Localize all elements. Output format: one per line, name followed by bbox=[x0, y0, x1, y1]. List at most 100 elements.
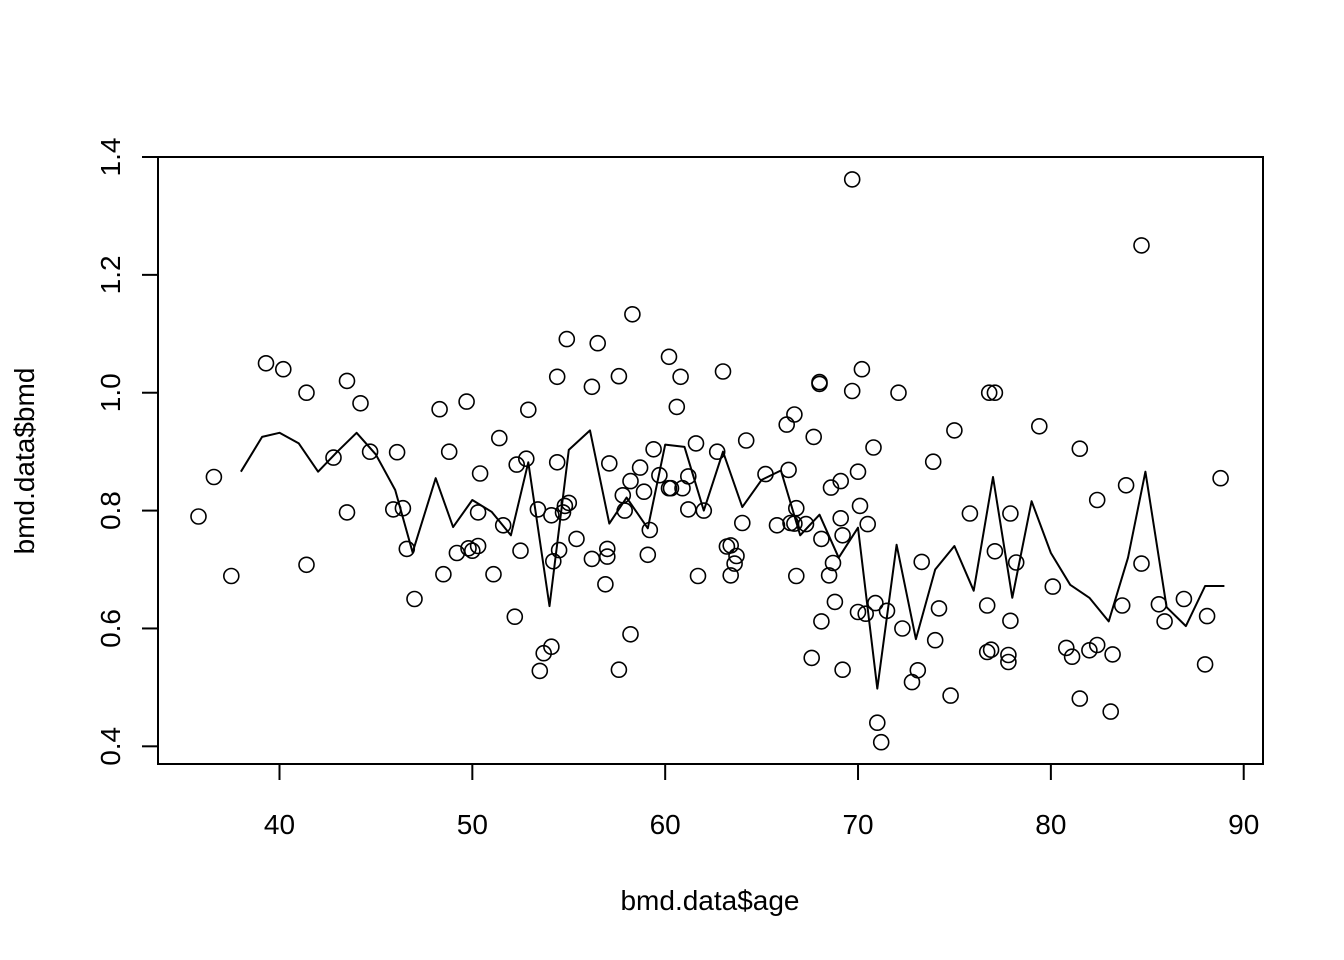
data-point bbox=[695, 502, 713, 519]
data-point bbox=[1063, 648, 1081, 666]
data-point bbox=[517, 450, 535, 468]
data-point bbox=[867, 594, 884, 612]
x-tick-label: 70 bbox=[842, 809, 873, 840]
data-point bbox=[1102, 703, 1119, 720]
data-point bbox=[780, 461, 797, 479]
data-point bbox=[635, 483, 653, 501]
data-point bbox=[660, 348, 678, 366]
data-point bbox=[589, 334, 607, 352]
data-point bbox=[639, 546, 657, 564]
data-point bbox=[1133, 555, 1150, 572]
data-point bbox=[890, 384, 907, 402]
data-point bbox=[737, 432, 755, 449]
data-point bbox=[942, 687, 959, 704]
data-point bbox=[598, 548, 616, 565]
data-point bbox=[1007, 554, 1025, 571]
data-point bbox=[843, 171, 861, 188]
data-point bbox=[494, 516, 512, 534]
trend-line-layer bbox=[240, 429, 1225, 690]
data-point bbox=[645, 440, 662, 458]
data-point bbox=[803, 649, 821, 667]
data-point bbox=[384, 501, 402, 518]
data-point bbox=[622, 472, 639, 490]
x-tick-label: 80 bbox=[1035, 809, 1066, 840]
data-point bbox=[733, 514, 751, 532]
data-point bbox=[485, 565, 502, 583]
data-point bbox=[469, 504, 487, 521]
data-point bbox=[878, 602, 896, 620]
data-point bbox=[616, 502, 634, 519]
data-point bbox=[1071, 440, 1089, 458]
data-point bbox=[190, 508, 207, 525]
data-point bbox=[435, 565, 452, 583]
data-point bbox=[398, 540, 416, 558]
data-point bbox=[325, 449, 342, 466]
data-point bbox=[651, 466, 668, 484]
data-point bbox=[388, 443, 406, 461]
data-point bbox=[548, 453, 566, 471]
data-point bbox=[460, 539, 477, 557]
data-point bbox=[913, 553, 931, 571]
data-point bbox=[490, 429, 508, 447]
data-point bbox=[1117, 476, 1135, 494]
data-point bbox=[857, 605, 875, 623]
data-point bbox=[556, 497, 574, 515]
data-point bbox=[338, 372, 356, 390]
data-point bbox=[544, 552, 562, 570]
data-point bbox=[813, 530, 830, 548]
data-point bbox=[853, 360, 871, 378]
data-point bbox=[529, 501, 547, 518]
y-tick-label: 0.6 bbox=[95, 609, 126, 648]
data-point bbox=[1196, 656, 1214, 673]
data-point bbox=[982, 641, 1000, 659]
data-point bbox=[714, 363, 732, 380]
data-point bbox=[924, 453, 942, 471]
data-point bbox=[1212, 469, 1229, 487]
data-point bbox=[722, 567, 740, 584]
data-point bbox=[508, 456, 526, 473]
data-point bbox=[787, 567, 805, 585]
data-point bbox=[811, 375, 828, 393]
data-point bbox=[338, 504, 356, 521]
x-tick-label: 40 bbox=[264, 809, 295, 840]
data-point bbox=[708, 443, 726, 461]
data-point bbox=[440, 443, 458, 461]
data-point bbox=[1198, 607, 1216, 625]
data-point bbox=[786, 406, 803, 423]
data-point bbox=[614, 486, 632, 504]
data-point bbox=[668, 398, 686, 416]
data-point bbox=[641, 521, 659, 539]
data-point bbox=[543, 506, 560, 524]
data-point bbox=[834, 526, 851, 544]
data-point bbox=[778, 416, 796, 433]
data-point bbox=[469, 537, 487, 555]
data-point bbox=[1000, 646, 1017, 664]
data-point bbox=[568, 530, 585, 548]
data-point bbox=[431, 400, 448, 418]
data-point bbox=[813, 613, 830, 630]
data-point bbox=[622, 625, 639, 643]
data-point bbox=[597, 575, 614, 593]
data-point bbox=[512, 542, 529, 560]
data-point bbox=[832, 472, 850, 490]
data-point bbox=[797, 515, 815, 533]
data-point bbox=[859, 515, 877, 533]
data-point bbox=[1113, 597, 1131, 614]
data-point bbox=[519, 401, 537, 419]
data-point bbox=[909, 661, 927, 679]
data-point bbox=[257, 354, 275, 372]
y-tick-label: 0.4 bbox=[95, 727, 126, 766]
y-tick-label: 1.0 bbox=[95, 373, 126, 412]
data-point bbox=[849, 463, 867, 481]
data-point bbox=[583, 550, 601, 568]
data-point bbox=[1175, 590, 1193, 608]
data-point bbox=[834, 661, 851, 679]
x-axis-title: bmd.data$age bbox=[620, 885, 799, 916]
data-point bbox=[624, 305, 641, 323]
data-point bbox=[600, 455, 618, 472]
data-point bbox=[851, 497, 869, 515]
data-point bbox=[352, 394, 369, 412]
data-point bbox=[926, 631, 944, 649]
x-axis: 40 50 60 70 80 90 bbox=[264, 763, 1259, 840]
